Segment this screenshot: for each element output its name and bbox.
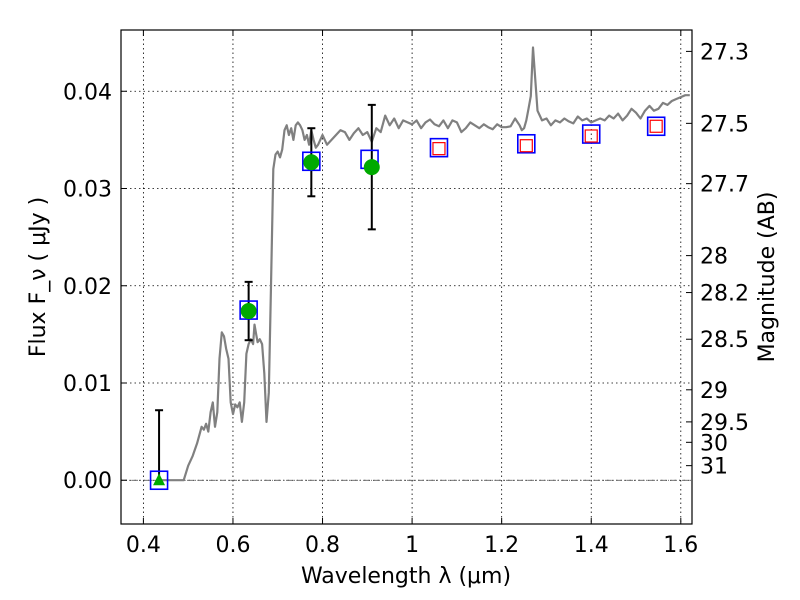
y2-tick-label: 30: [700, 431, 728, 456]
predicted-square-marker: [519, 139, 533, 153]
model-square-marker: [149, 470, 169, 491]
x-axis-label: Wavelength λ (μm): [301, 564, 511, 589]
error-bars: [155, 103, 376, 481]
y2-tick-label: 27.5: [700, 112, 749, 137]
detection-marker: [240, 303, 257, 320]
model-square-marker: [239, 300, 258, 320]
y-tick-label: 0.04: [63, 80, 112, 105]
x-tick-label: 1: [405, 533, 419, 558]
model-square-marker: [581, 124, 601, 144]
y2-tick-label: 31: [700, 455, 728, 480]
y2-axis-label: Magnitude (AB): [755, 192, 780, 363]
x-tick-label: 0.6: [215, 533, 250, 558]
predicted-square-marker: [649, 119, 663, 133]
predicted-square-marker: [584, 129, 598, 143]
x-tick-label: 1.4: [574, 533, 609, 558]
model-square-marker: [646, 116, 666, 137]
detection-marker: [303, 154, 320, 171]
x-tick-label: 1.2: [484, 533, 519, 558]
model-square-marker: [302, 151, 321, 172]
upper-limit-marker: [153, 473, 166, 486]
y-axis-label: Flux F_ν ( μJy ): [26, 197, 51, 357]
model-square-marker: [429, 137, 449, 158]
y2-tick-label: 28.5: [700, 328, 749, 353]
y-tick-label: 0.03: [63, 178, 112, 203]
y2-tick-label: 28: [700, 245, 728, 270]
ticks: 0.4 0.6 0.8 1 1.2 1.4 1.6 0.00 0.01 0.02 0.03 0.04 2…: [63, 30, 749, 558]
y2-tick-label: 27.3: [700, 40, 749, 65]
spectrum-line: [161, 46, 690, 482]
x-tick-label: 0.8: [305, 533, 340, 558]
y-tick-label: 0.02: [63, 275, 112, 300]
spectrum-series: [161, 46, 690, 482]
y-tick-label: 0.00: [63, 469, 112, 494]
plot-frame: [120, 29, 693, 525]
x-tick-label: 1.6: [663, 533, 698, 558]
y2-tick-label: 28.2: [700, 282, 749, 307]
y-tick-label: 0.01: [63, 372, 112, 397]
x-tick-label: 0.4: [126, 533, 161, 558]
model-square-marker: [516, 133, 536, 154]
y2-tick-label: 29: [700, 379, 728, 404]
detection-marker: [363, 159, 380, 176]
predicted-square-marker: [432, 142, 446, 156]
y2-tick-label: 29.5: [700, 411, 749, 436]
markers: [149, 116, 666, 491]
y2-tick-label: 27.7: [700, 173, 749, 198]
grid: [121, 30, 692, 524]
